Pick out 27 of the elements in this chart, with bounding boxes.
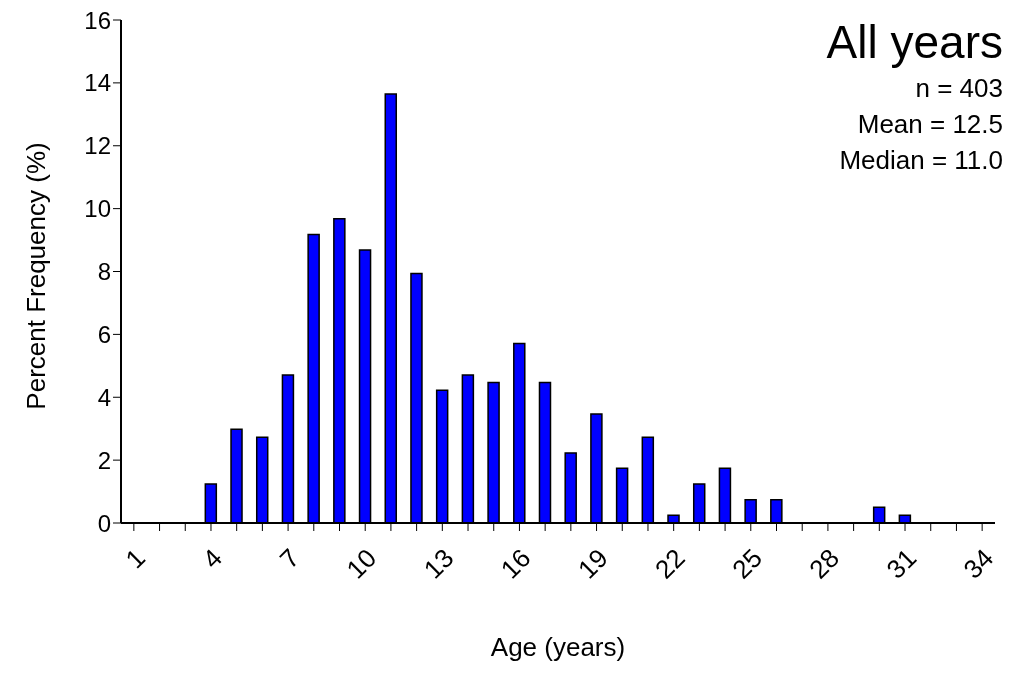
annotation: Median = 11.0 bbox=[838, 144, 1003, 177]
x-tick-label: 25 bbox=[726, 542, 768, 585]
y-tick-label: 4 bbox=[97, 383, 111, 411]
x-tick-label: 1 bbox=[119, 542, 151, 575]
x-tick-label: 10 bbox=[340, 542, 383, 585]
y-tick-label: 10 bbox=[84, 195, 111, 223]
y-axis-title: Percent Frequency (%) bbox=[20, 142, 52, 410]
y-tick-label: 8 bbox=[97, 258, 111, 286]
y-tick-label: 6 bbox=[97, 320, 111, 348]
x-axis-title: Age (years) bbox=[489, 632, 627, 663]
x-tick-label: 31 bbox=[880, 542, 923, 585]
x-tick-label: 19 bbox=[572, 542, 614, 585]
y-tick-label: 14 bbox=[84, 69, 111, 97]
annotation: n = 403 bbox=[914, 72, 1003, 105]
x-tick-label: 13 bbox=[417, 542, 460, 585]
x-tick-label: 16 bbox=[494, 542, 537, 585]
y-tick-label: 0 bbox=[97, 509, 111, 537]
x-tick-label: 28 bbox=[803, 542, 846, 585]
y-tick-label: 2 bbox=[97, 446, 111, 474]
x-tick-label: 34 bbox=[957, 542, 1000, 585]
chart-title: All years bbox=[826, 15, 1003, 70]
y-tick-label: 16 bbox=[84, 6, 111, 34]
annotation: Mean = 12.5 bbox=[856, 108, 1003, 141]
x-tick-label: 4 bbox=[196, 542, 229, 575]
x-tick-label: 22 bbox=[649, 542, 691, 585]
x-tick-label: 7 bbox=[273, 542, 306, 575]
y-tick-label: 12 bbox=[84, 132, 111, 160]
